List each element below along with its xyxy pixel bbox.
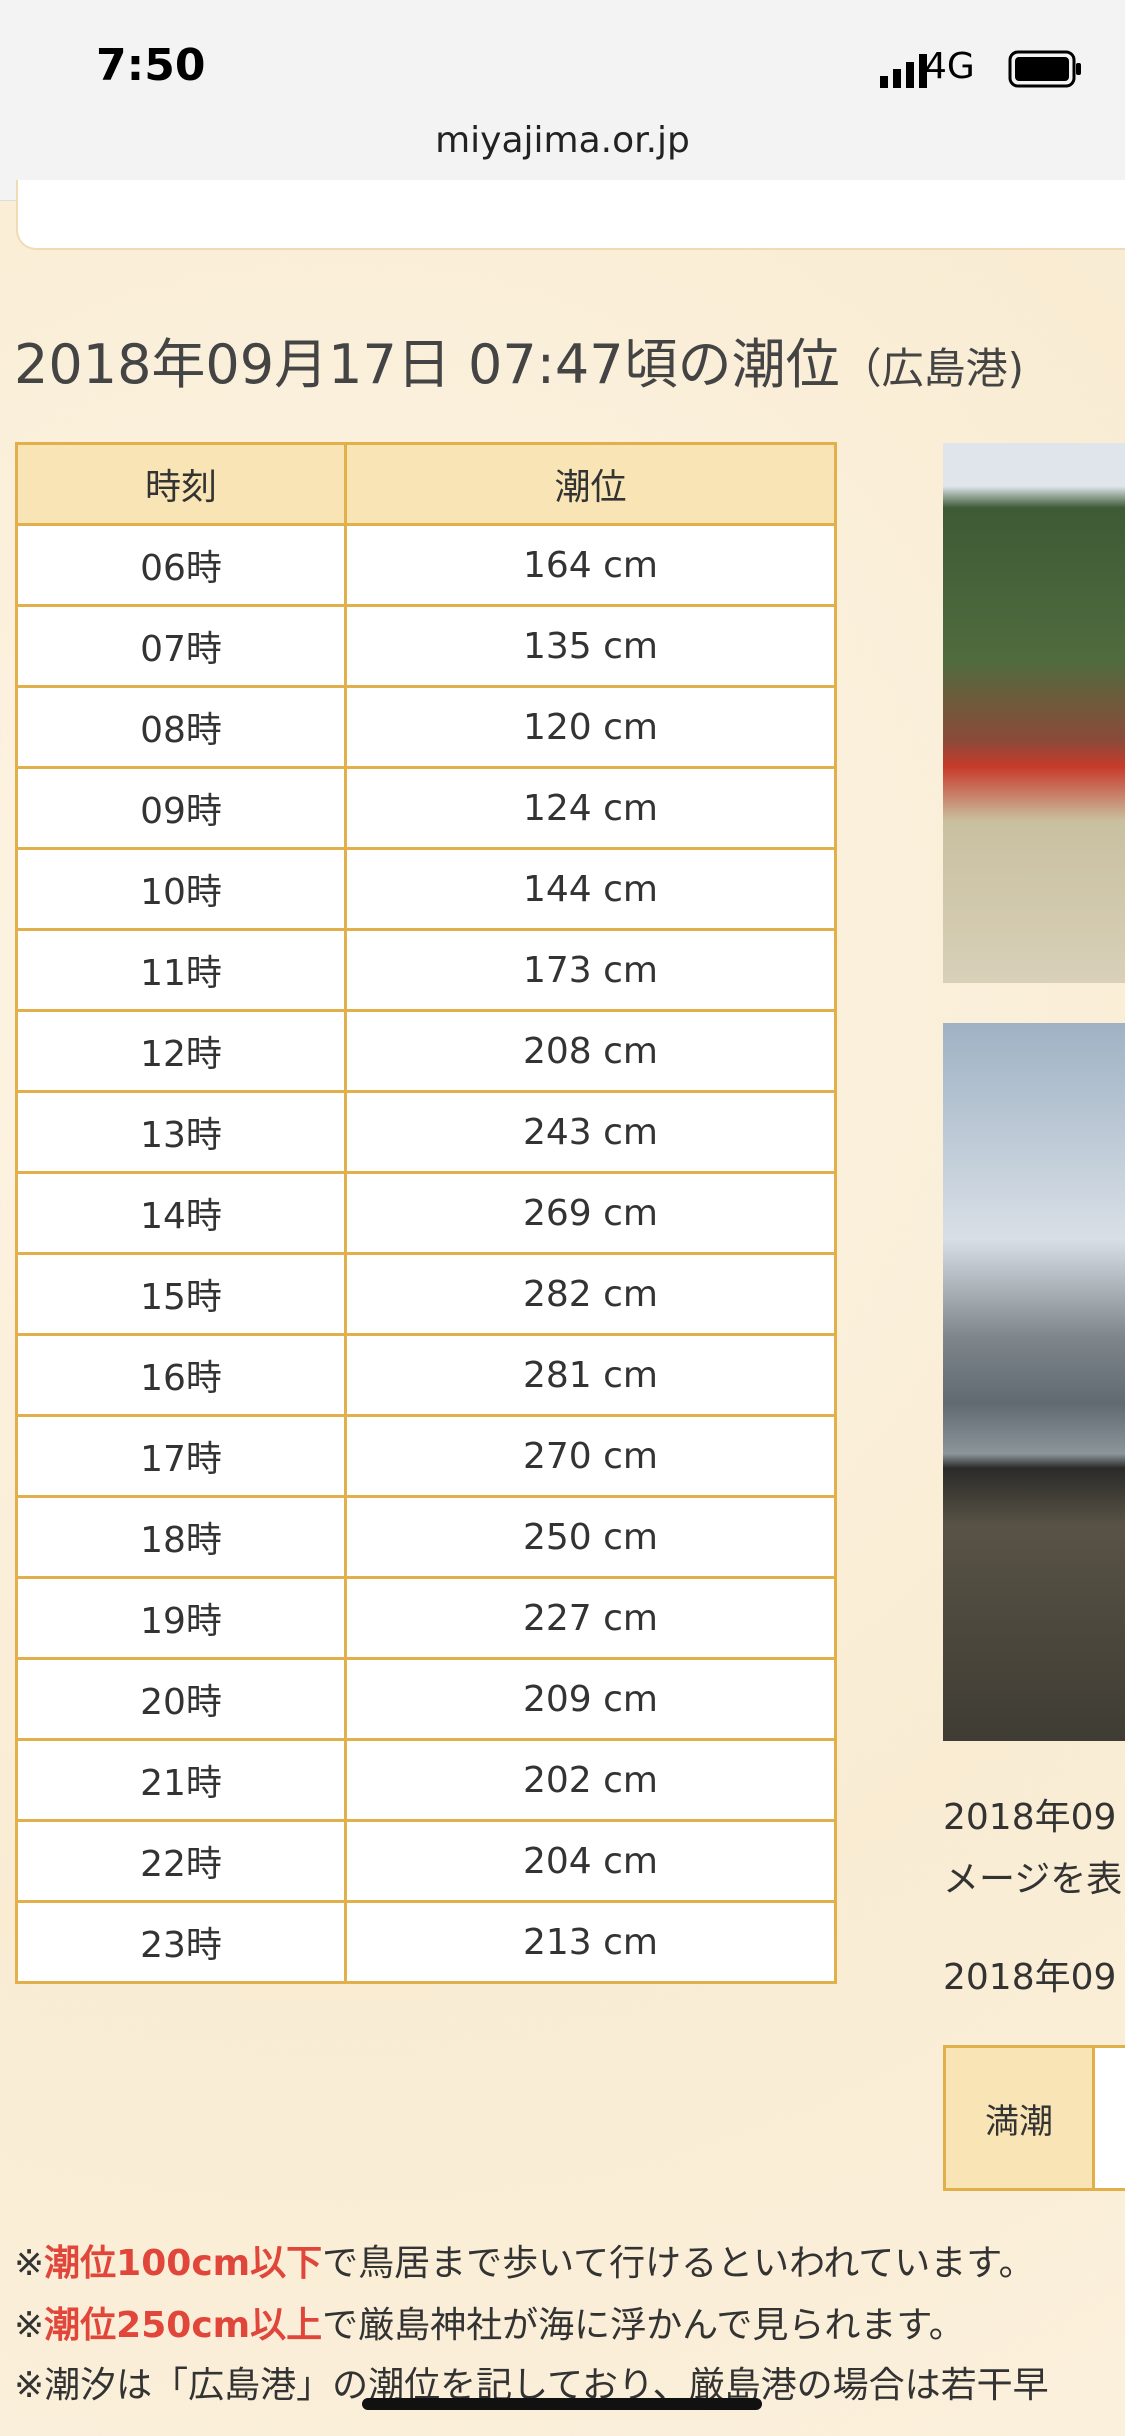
clock: 7:50 <box>96 40 206 91</box>
note-highlight: 潮位100cm以下 <box>44 2243 323 2284</box>
tide-level: 250 cm <box>344 1495 837 1579</box>
row: 19時 227 cm <box>15 1576 837 1660</box>
nav-card <box>16 180 1125 250</box>
note-text: で厳島神社が海に浮かんで見られます。 <box>322 2305 965 2346</box>
hour: 18時 <box>15 1495 347 1579</box>
heading: 2018年09月17日 07:47頃の潮位（広島港) <box>14 320 1024 399</box>
row: 23時 213 cm <box>15 1900 837 1984</box>
row: 16時 281 cm <box>15 1333 837 1417</box>
row: 12時 208 cm <box>15 1009 837 1093</box>
hour: 20時 <box>15 1657 347 1741</box>
hour: 11時 <box>15 928 347 1012</box>
tide-level: 144 cm <box>344 847 837 931</box>
tide-level: 281 cm <box>344 1333 837 1417</box>
hour: 16時 <box>15 1333 347 1417</box>
note-mark: ※ <box>14 2365 45 2406</box>
tide-level: 227 cm <box>344 1576 837 1660</box>
row: 11時 173 cm <box>15 928 837 1012</box>
row: 08時 120 cm <box>15 685 837 769</box>
hour: 15時 <box>15 1252 347 1336</box>
row: 09時 124 cm <box>15 766 837 850</box>
tide-level: 243 cm <box>344 1090 837 1174</box>
row: 17時 270 cm <box>15 1414 837 1498</box>
header-cell: 潮位 <box>344 442 837 526</box>
hour: 07時 <box>15 604 347 688</box>
hour: 10時 <box>15 847 347 931</box>
note-mark: ※ <box>14 2243 45 2284</box>
row: 21時 202 cm <box>15 1738 837 1822</box>
heading-place: （広島港) <box>839 344 1025 393</box>
hour: 22時 <box>15 1819 347 1903</box>
header-row: 時刻 潮位 <box>15 442 837 526</box>
tide-level: 124 cm <box>344 766 837 850</box>
network: 4G <box>924 46 975 87</box>
photo <box>943 443 1125 983</box>
row: 06時 164 cm <box>15 523 837 607</box>
row: 22時 204 cm <box>15 1819 837 1903</box>
hour: 12時 <box>15 1009 347 1093</box>
tide-level: 120 cm <box>344 685 837 769</box>
tide-level: 269 cm <box>344 1171 837 1255</box>
photo <box>943 1023 1125 1741</box>
tide-table: 時刻 潮位 06時 164 cm 07時 135 cm 08時 120 cm 09時 124 cm… <box>15 442 837 1984</box>
tide-level: 209 cm <box>344 1657 837 1741</box>
tide-cell <box>1092 2045 1125 2191</box>
note: ※潮汐は「広島港」の潮位を記しており、厳島港の場合は若干早 <box>14 2356 1049 2408</box>
home-indicator <box>362 2398 762 2410</box>
header-cell: 時刻 <box>15 442 347 526</box>
note-highlight: 潮位250cm以上 <box>44 2305 323 2346</box>
tide-level: 202 cm <box>344 1738 837 1822</box>
status-bar <box>0 0 1125 201</box>
hour: 21時 <box>15 1738 347 1822</box>
tide-level: 208 cm <box>344 1009 837 1093</box>
note-mark: ※ <box>14 2305 45 2346</box>
hour: 17時 <box>15 1414 347 1498</box>
note: ※潮位250cm以上で厳島神社が海に浮かんで見られます。 <box>14 2296 965 2348</box>
row: 14時 269 cm <box>15 1171 837 1255</box>
hour: 06時 <box>15 523 347 607</box>
tide-level: 204 cm <box>344 1819 837 1903</box>
tide-level: 164 cm <box>344 523 837 607</box>
note: ※潮位100cm以下で鳥居まで歩いて行けるといわれています。 <box>14 2234 1035 2286</box>
signal-icon <box>880 54 927 88</box>
tide-label: 満潮 <box>943 2045 1095 2191</box>
tide-level: 282 cm <box>344 1252 837 1336</box>
row: 20時 209 cm <box>15 1657 837 1741</box>
side-text: メージを表 <box>943 1859 1123 1900</box>
hour: 13時 <box>15 1090 347 1174</box>
row: 07時 135 cm <box>15 604 837 688</box>
tide-level: 270 cm <box>344 1414 837 1498</box>
side-text: 2018年09 <box>943 1957 1117 1998</box>
row: 13時 243 cm <box>15 1090 837 1174</box>
hour: 23時 <box>15 1900 347 1984</box>
tide-level: 213 cm <box>344 1900 837 1984</box>
hour: 08時 <box>15 685 347 769</box>
battery-icon <box>1008 50 1081 88</box>
row: 10時 144 cm <box>15 847 837 931</box>
note-text: で鳥居まで歩いて行けるといわれています。 <box>322 2243 1035 2284</box>
hour: 14時 <box>15 1171 347 1255</box>
row: 18時 250 cm <box>15 1495 837 1579</box>
hour: 19時 <box>15 1576 347 1660</box>
side-text: 2018年09 <box>943 1797 1117 1838</box>
heading-title: 2018年09月17日 07:47頃の潮位 <box>14 333 840 396</box>
row: 15時 282 cm <box>15 1252 837 1336</box>
tide-level: 173 cm <box>344 928 837 1012</box>
tide-level: 135 cm <box>344 604 837 688</box>
url[interactable]: miyajima.or.jp <box>435 120 690 161</box>
hour: 09時 <box>15 766 347 850</box>
